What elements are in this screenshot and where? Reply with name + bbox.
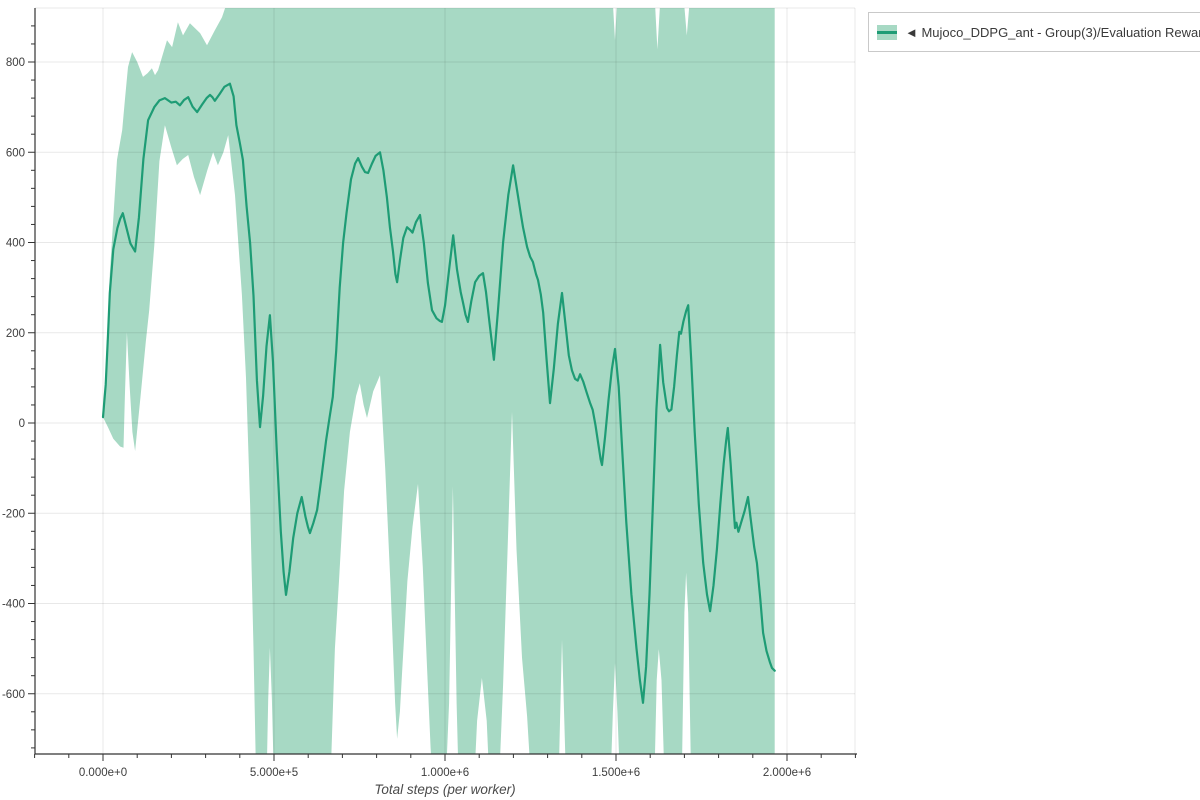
tick-marks	[28, 25, 856, 761]
y-tick-label: 600	[6, 147, 25, 159]
legend-label: ◄ Mujoco_DDPG_ant - Group(3)/Evaluation …	[905, 24, 1200, 40]
x-tick-label: 1.500e+6	[592, 767, 640, 779]
y-tick-label: 200	[6, 328, 25, 340]
confidence-band	[103, 8, 775, 754]
x-axis-title: Total steps (per worker)	[374, 782, 516, 797]
tick-labels: 0.000e+0 5.000e+5 1.000e+6 1.500e+6 2.000e+6…	[2, 57, 811, 779]
x-tick-label: 0.000e+0	[79, 767, 127, 779]
y-tick-label: -400	[2, 599, 25, 611]
legend[interactable]: ◄ Mujoco_DDPG_ant - Group(3)/Evaluation …	[868, 12, 1200, 52]
y-tick-label: -200	[2, 508, 25, 520]
y-tick-label: -600	[2, 689, 25, 701]
mean-reward-line	[101, 82, 776, 704]
x-tick-label: 1.000e+6	[421, 767, 469, 779]
y-tick-label: 800	[6, 57, 25, 69]
series-line-icon	[877, 30, 897, 34]
y-tick-label: 0	[19, 418, 25, 430]
y-tick-label: 400	[6, 238, 25, 250]
x-tick-label: 5.000e+5	[250, 767, 298, 779]
series-swatch-icon	[877, 24, 897, 40]
x-tick-label: 2.000e+6	[763, 767, 811, 779]
gridlines	[35, 7, 856, 754]
axes	[34, 8, 857, 755]
